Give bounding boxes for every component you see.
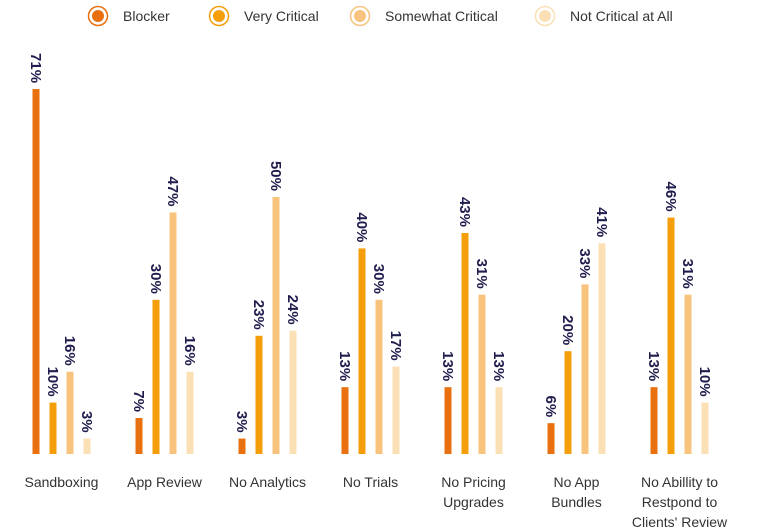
legend-item-blocker[interactable]: Blocker (87, 5, 171, 27)
category-label-line: Sandboxing (25, 474, 99, 490)
data-label: 30% (370, 264, 387, 294)
data-label: 50% (267, 161, 284, 191)
category-label: No Abillity to Restpond to Clients' Review (632, 474, 728, 530)
bar-blocker[interactable] (341, 387, 349, 454)
bar-blocker[interactable] (32, 89, 40, 454)
legend-marker-dot (539, 10, 551, 22)
bar-group-no-abillity-to-restpond-to-clients-review: 13% 46% 31% 10% No Abillity to Restpond to Cli… (632, 182, 728, 530)
bar-somewhat-critical[interactable] (272, 197, 280, 454)
bar-blocker[interactable] (444, 387, 452, 454)
bar-blocker[interactable] (650, 387, 658, 454)
legend-marker-dot (92, 10, 104, 22)
data-label: 3% (78, 411, 95, 433)
data-label: 23% (250, 300, 267, 330)
data-label: 10% (44, 367, 61, 397)
bar-group-no-trials: 13% 40% 30% 17% No Trials (336, 212, 404, 490)
category-label-line: Restpond to (642, 494, 718, 510)
legend-item-not-critical-at-all[interactable]: Not Critical at All (534, 5, 673, 27)
legend-marker-dot (213, 10, 225, 22)
bar-somewhat-critical[interactable] (684, 294, 692, 454)
bar-not-critical-at-all[interactable] (289, 330, 297, 454)
bar-somewhat-critical[interactable] (169, 212, 177, 454)
data-label: 40% (353, 212, 370, 242)
bar-very-critical[interactable] (461, 232, 469, 454)
legend-label: Somewhat Critical (385, 8, 498, 24)
bar-not-critical-at-all[interactable] (598, 243, 606, 454)
data-label: 41% (593, 207, 610, 237)
bar-group-no-pricing-upgrades: 13% 43% 31% 13% No Pricing Upgrades (439, 197, 507, 510)
category-label-line: Clients' Review (632, 514, 728, 530)
category-label: App Review (127, 474, 203, 490)
data-label: 31% (679, 259, 696, 289)
bar-not-critical-at-all[interactable] (186, 371, 194, 454)
bar-very-critical[interactable] (152, 299, 160, 454)
category-label-line: Upgrades (443, 494, 504, 510)
bar-very-critical[interactable] (667, 217, 675, 454)
legend-item-very-critical[interactable]: Very Critical (208, 5, 319, 27)
data-label: 24% (284, 295, 301, 325)
category-label-line: No Analytics (229, 474, 306, 490)
data-label: 16% (61, 336, 78, 366)
bar-group-no-analytics: 3% 23% 50% 24% No Analytics (229, 161, 306, 490)
data-label: 20% (559, 315, 576, 345)
bar-not-critical-at-all[interactable] (83, 438, 91, 454)
bar-very-critical[interactable] (564, 351, 572, 454)
bar-somewhat-critical[interactable] (375, 299, 383, 454)
bar-group-app-review: 7% 30% 47% 16% App Review (127, 176, 203, 490)
bar-very-critical[interactable] (49, 402, 57, 454)
bar-somewhat-critical[interactable] (581, 284, 589, 454)
data-label: 43% (456, 197, 473, 227)
category-label-line: App Review (127, 474, 203, 490)
category-label: No Pricing Upgrades (441, 474, 506, 510)
legend-label: Very Critical (244, 8, 319, 24)
bar-somewhat-critical[interactable] (66, 371, 74, 454)
legend-marker-dot (354, 10, 366, 22)
data-label: 30% (147, 264, 164, 294)
category-label: Sandboxing (25, 474, 99, 490)
data-label: 16% (181, 336, 198, 366)
bar-blocker[interactable] (238, 438, 246, 454)
category-label: No Analytics (229, 474, 306, 490)
bar-blocker[interactable] (547, 423, 555, 454)
category-label-line: No App (554, 474, 600, 490)
category-label-line: Bundles (551, 494, 602, 510)
bar-blocker[interactable] (135, 418, 143, 454)
data-label: 3% (233, 411, 250, 433)
bar-group-no-app-bundles: 6% 20% 33%41% No App Bundles (542, 207, 610, 510)
data-label: 13% (645, 351, 662, 381)
bar-not-critical-at-all[interactable] (495, 387, 503, 454)
bar-very-critical[interactable] (255, 335, 263, 454)
data-label: 71% (27, 53, 44, 83)
data-label: 33% (576, 248, 593, 278)
data-label: 13% (490, 351, 507, 381)
legend-item-somewhat-critical[interactable]: Somewhat Critical (349, 5, 498, 27)
data-label: 7% (130, 390, 147, 412)
legend: Blocker Very Critical Somewhat Critical Not… (87, 5, 673, 27)
legend-label: Not Critical at All (570, 8, 673, 24)
category-label-line: No Pricing (441, 474, 506, 490)
data-label: 10% (696, 367, 713, 397)
category-label: No Trials (343, 474, 398, 490)
data-label: 6% (542, 395, 559, 417)
data-label: 13% (336, 351, 353, 381)
legend-label: Blocker (123, 8, 170, 24)
data-label: 46% (662, 182, 679, 212)
category-label-line: No Abillity to (641, 474, 718, 490)
category-label: No App Bundles (551, 474, 602, 510)
category-label-line: No Trials (343, 474, 398, 490)
data-label: 13% (439, 351, 456, 381)
data-label: 17% (387, 331, 404, 361)
bar-somewhat-critical[interactable] (478, 294, 486, 454)
bar-very-critical[interactable] (358, 248, 366, 454)
data-label: 47% (164, 176, 181, 206)
bar-group-sandboxing: 71% 10%16% 3% Sandboxing (25, 53, 99, 490)
bar-not-critical-at-all[interactable] (701, 402, 709, 454)
bar-not-critical-at-all[interactable] (392, 366, 400, 454)
data-label: 31% (473, 259, 490, 289)
